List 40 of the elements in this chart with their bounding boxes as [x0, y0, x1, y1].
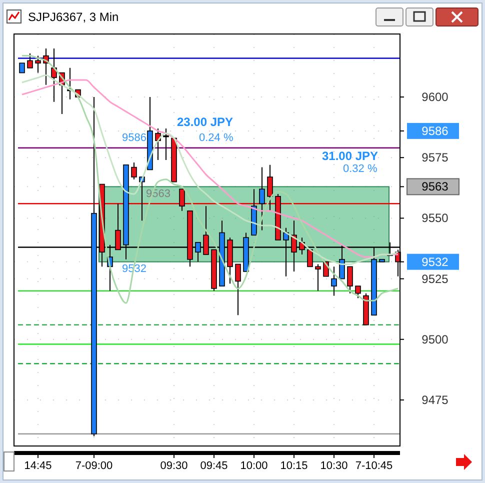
annotation: 9532: [122, 263, 146, 275]
candlestick: [347, 266, 353, 294]
candlestick: [19, 62, 25, 74]
y-tick-label: 9600: [422, 90, 449, 104]
x-tick-label: 7-10:45: [355, 460, 393, 472]
candlestick: [179, 188, 185, 212]
y-tick-label: 9586: [422, 124, 449, 138]
annotation: 0.32 %: [343, 163, 378, 175]
candlestick: [163, 128, 169, 161]
candlestick: [259, 166, 265, 231]
annotation: 31.00 JPY: [322, 149, 378, 163]
x-tick-label: 10:30: [320, 460, 348, 472]
annotation: 9563: [146, 188, 170, 200]
annotation: 9586: [122, 132, 146, 144]
candlestick: [27, 52, 33, 68]
x-tick-label: 09:45: [200, 460, 228, 472]
candlestick: [131, 162, 137, 180]
line-series: [21, 55, 399, 304]
x-tick-label: 09:30: [160, 460, 188, 472]
candlestick: [267, 164, 273, 212]
y-tick-label: 9525: [422, 272, 449, 286]
candlestick: [51, 48, 57, 102]
y-tick-label: 9563: [422, 180, 449, 194]
candlestick: [331, 266, 337, 296]
y-tick-label: 9550: [422, 211, 449, 226]
annotation: 23.00 JPY: [177, 115, 234, 129]
chart-title: SJPJ6367, 3 Min: [28, 10, 119, 24]
x-tick-label: 14:45: [24, 460, 52, 472]
y-tick-label: 9532: [422, 254, 449, 269]
candlestick: [315, 264, 321, 292]
annotation: 0.24 %: [199, 132, 234, 144]
candlestick: [235, 264, 241, 316]
y-tick-label: 9500: [422, 332, 449, 346]
x-tick-label: 10:00: [240, 460, 268, 472]
y-tick-label: 9475: [422, 392, 449, 407]
x-tick-label: 10:15: [280, 460, 308, 472]
candlestick: [355, 286, 361, 299]
candlestick: [35, 55, 41, 74]
y-tick-label: 9575: [422, 150, 449, 165]
x-tick-label: 7-09:00: [75, 460, 113, 472]
